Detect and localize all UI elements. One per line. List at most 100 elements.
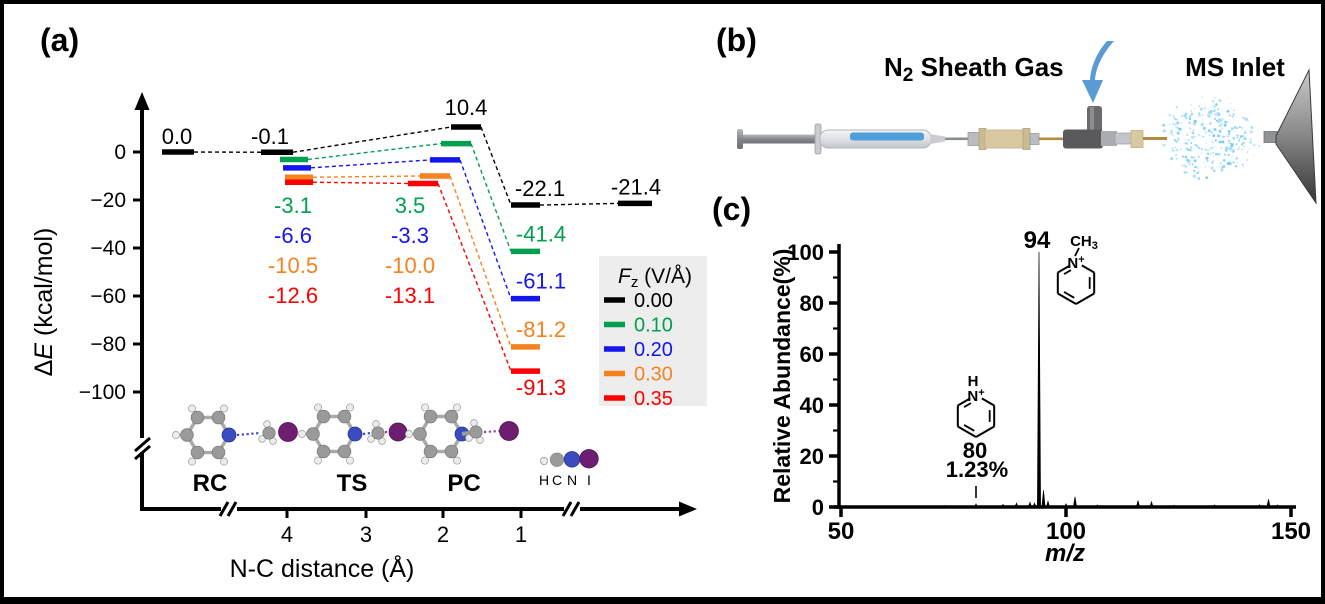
spectrum-peak [1171,504,1177,508]
plume-droplet [1218,118,1222,122]
plume-droplet [1232,161,1236,164]
structure-double-bond [963,424,975,432]
sample-liquid [850,132,924,141]
plume-droplet [1218,121,1220,124]
plume-droplet [1197,155,1200,158]
plume-droplet [1218,124,1222,128]
spectrum-peak [1032,502,1037,508]
structure-ring-bond [1057,292,1077,305]
plume-droplet [1231,115,1235,118]
plume-droplet [1215,112,1219,117]
plume-droplet [1211,166,1214,169]
y-tick-label: −20 [90,189,126,212]
plume-droplet [1226,162,1230,166]
union-ring-right [1022,128,1031,150]
plume-droplet [1244,131,1247,134]
connector-ts-pc [470,143,512,252]
plume-droplet [1258,145,1261,147]
atom-sphere [470,419,478,427]
plume-droplet [1241,163,1244,166]
energy-value-rc: 0.0 [162,124,193,149]
atom-sphere [180,428,194,442]
plume-droplet [1229,142,1232,145]
plume-droplet [1183,142,1185,144]
panel-b-label: (b) [716,22,757,58]
union-body [984,129,1025,149]
atom-sphere [469,425,483,439]
plume-droplet [1223,123,1227,127]
plume-droplet [1214,113,1216,115]
plume-droplet [1168,124,1171,126]
dotted-interaction-line [483,429,501,434]
atom-sphere [190,445,205,460]
atom-sphere [188,457,196,466]
structure-ring-bond [1075,292,1095,305]
atom-sphere [314,403,322,412]
energy-value-ts: 3.5 [395,193,426,218]
plume-droplet [1204,131,1208,134]
sheath-gas-arrow [1082,41,1114,103]
energy-value-pc: -91.3 [516,375,566,400]
connector-complex-ts [310,159,431,169]
x-tick-label: 1 [515,522,527,547]
plume-droplet [1242,166,1244,168]
plume-droplet [1242,116,1245,120]
emitter-nut [1130,130,1144,148]
spectrum-peak [1266,499,1271,508]
needle-line [945,137,970,141]
structure-ch3-label: CH3 [1070,233,1098,252]
plume-droplet [1220,168,1224,172]
plume-droplet [1242,135,1245,138]
plume-droplet [1211,100,1215,103]
spectrum-y-tick-label: 20 [800,444,824,469]
plume-droplet [1187,139,1190,142]
atom-sphere [423,409,438,424]
structure-double-bond [963,402,972,408]
plume-droplet [1215,146,1217,148]
plume-droplet [1203,162,1205,164]
energy-value-pc: -81.2 [516,317,566,342]
spectrum-peak [1135,500,1141,508]
plume-droplet [1173,117,1177,121]
spectrum-peak [973,503,979,508]
atom-sphere [316,444,331,459]
plume-droplet [1190,142,1193,144]
plume-droplet [1168,133,1170,135]
plume-droplet [1202,135,1204,138]
connector-ts-pc [459,159,512,299]
plume-droplet [1246,151,1249,153]
atom-sphere [211,445,226,460]
atom-sphere [211,410,226,425]
plume-droplet [1201,108,1204,110]
plume-droplet [1250,138,1252,140]
plume-droplet [1244,117,1248,121]
atom-sphere [413,427,427,441]
plume-droplet [1217,111,1219,114]
plume-droplet [1197,133,1201,137]
plume-droplet [1201,96,1204,98]
plume-droplet [1168,114,1171,117]
plume-droplet [1253,154,1255,156]
plume-droplet [1239,126,1241,129]
plume-droplet [1213,128,1217,131]
plume-droplet [1197,167,1199,169]
atom-sphere [421,403,429,412]
energy-value-ts: -10.0 [385,253,435,278]
spectrum-peak [1095,504,1100,508]
atom-legend-symbol-C: C [552,472,562,488]
atom-sphere [453,403,461,412]
fitting-hub-small [1029,133,1040,145]
atom-sphere [263,420,271,428]
spectrum-y-tick-label: 80 [800,291,824,316]
plume-droplet [1176,126,1178,129]
plume-droplet [1184,155,1188,159]
y-tick-label: −60 [90,285,126,308]
spray-emitter [1143,137,1167,140]
plume-droplet [1215,153,1218,156]
plume-droplet [1213,109,1216,113]
delta-e-axis-label: ΔE (kcal/mol) [30,228,58,377]
panel-c-label: (c) [712,191,751,227]
plume-droplet [1215,103,1218,106]
plume-droplet [1191,163,1194,166]
plume-droplet [1248,148,1251,150]
